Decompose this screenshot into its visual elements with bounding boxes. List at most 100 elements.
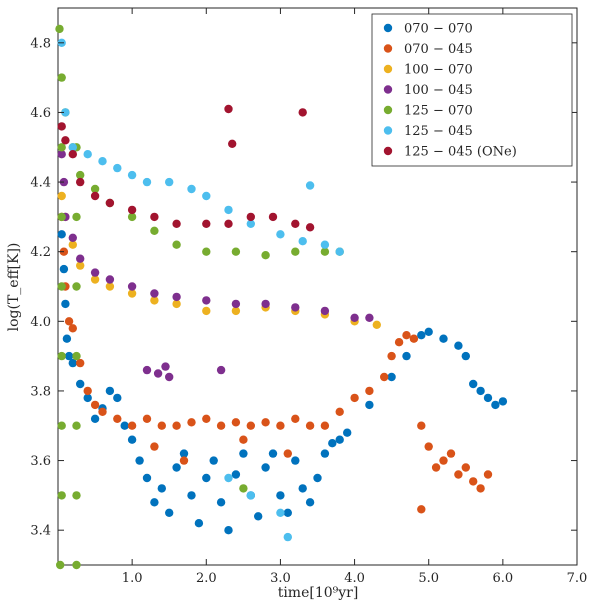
y-tick-label: 3.6	[30, 454, 51, 469]
data-point	[76, 261, 85, 270]
ticks-layer: 1.0 2.0 3.0 4.0 5.0 6.0 7.0 3.4 3.6 3.8 4.0 4.2 4.4 4…	[30, 8, 587, 586]
data-point	[57, 282, 66, 291]
data-point	[90, 184, 100, 194]
data-point	[231, 299, 241, 309]
data-point	[76, 358, 85, 368]
data-point	[224, 104, 233, 114]
data-point	[76, 379, 85, 389]
data-point	[224, 526, 233, 535]
data-point	[179, 456, 189, 465]
data-point	[483, 393, 493, 403]
data-point	[320, 240, 330, 249]
data-point	[402, 331, 411, 340]
data-point	[57, 230, 66, 239]
data-point	[165, 372, 174, 382]
data-point	[283, 449, 292, 458]
data-point	[320, 421, 330, 430]
data-point	[172, 463, 181, 472]
data-point	[372, 320, 381, 329]
data-point	[57, 212, 66, 222]
data-point	[254, 512, 263, 521]
data-point	[328, 439, 337, 448]
data-point	[76, 170, 85, 180]
data-point	[105, 275, 115, 284]
data-point	[224, 219, 233, 228]
data-point	[446, 449, 456, 458]
data-point	[127, 205, 137, 215]
data-point	[365, 313, 374, 322]
data-point	[150, 226, 159, 235]
data-point	[409, 334, 419, 343]
data-point	[483, 470, 493, 479]
data-point	[246, 491, 255, 500]
data-point	[350, 313, 359, 322]
data-point	[194, 519, 204, 528]
x-tick-label: 6.0	[493, 571, 514, 586]
data-point	[246, 212, 255, 222]
data-point	[268, 449, 278, 458]
data-point	[320, 306, 330, 316]
y-tick-label: 4.8	[30, 36, 51, 51]
data-point	[72, 491, 81, 500]
data-point	[57, 351, 66, 361]
data-point	[402, 351, 411, 361]
y-tick-label: 4.6	[30, 106, 51, 121]
data-point	[150, 498, 159, 507]
y-tick-label: 3.4	[30, 524, 51, 539]
x-tick-label: 2.0	[196, 571, 217, 586]
y-tick-label: 4.0	[30, 315, 51, 330]
x-tick-label: 3.0	[270, 571, 291, 586]
data-point	[424, 327, 433, 336]
data-point	[135, 456, 144, 465]
data-point	[127, 289, 137, 298]
data-point	[90, 275, 100, 284]
data-point	[469, 477, 478, 486]
points-layer	[55, 24, 508, 570]
data-point	[76, 254, 85, 263]
data-point	[335, 407, 344, 416]
data-point	[161, 362, 170, 371]
data-point	[291, 247, 300, 256]
legend-entry-label: 070 − 070	[404, 22, 473, 37]
data-point	[305, 223, 315, 232]
data-point	[335, 247, 344, 256]
data-point	[268, 212, 278, 222]
data-point	[72, 212, 81, 222]
data-point	[239, 484, 248, 493]
data-point	[469, 379, 478, 389]
data-point	[98, 407, 107, 416]
data-point	[127, 435, 137, 444]
data-point	[57, 122, 66, 131]
data-point	[231, 470, 241, 479]
data-point	[127, 170, 137, 180]
legend-entry-label: 100 − 045	[404, 83, 473, 98]
data-point	[187, 184, 196, 194]
data-point	[320, 247, 330, 256]
data-point	[461, 463, 470, 472]
data-point	[83, 386, 92, 396]
data-point	[276, 230, 285, 239]
legend-marker	[383, 64, 393, 74]
data-point	[202, 414, 211, 423]
data-point	[320, 449, 330, 458]
data-point	[57, 150, 66, 159]
data-point	[431, 463, 441, 472]
data-point	[209, 456, 218, 465]
data-point	[224, 205, 233, 215]
data-point	[305, 421, 315, 430]
data-point	[57, 73, 66, 82]
data-point	[283, 532, 292, 542]
data-point	[98, 157, 107, 166]
data-point	[216, 421, 226, 430]
data-point	[291, 303, 300, 312]
data-point	[83, 393, 92, 403]
data-point	[394, 338, 404, 347]
y-tick-label: 4.2	[30, 245, 51, 260]
data-point	[90, 268, 100, 277]
data-point	[335, 435, 344, 444]
y-tick-label: 3.8	[30, 384, 51, 399]
data-point	[202, 306, 211, 316]
data-point	[261, 251, 270, 260]
data-point	[246, 219, 255, 228]
